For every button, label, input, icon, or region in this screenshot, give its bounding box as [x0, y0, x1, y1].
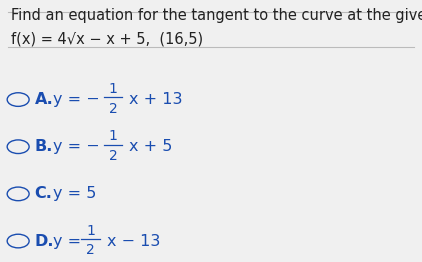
- Text: C.: C.: [35, 186, 52, 201]
- Text: x + 5: x + 5: [129, 139, 173, 154]
- Text: D.: D.: [35, 233, 54, 249]
- Text: 1: 1: [86, 223, 95, 238]
- Text: 2: 2: [87, 243, 95, 257]
- Text: 2: 2: [109, 102, 117, 116]
- Text: 1: 1: [108, 82, 118, 96]
- Text: f(x) = 4√x − x + 5,  (16,5): f(x) = 4√x − x + 5, (16,5): [11, 31, 203, 46]
- Text: 2: 2: [109, 149, 117, 163]
- Text: x + 13: x + 13: [129, 92, 183, 107]
- Text: B.: B.: [35, 139, 53, 154]
- Text: y = −: y = −: [53, 139, 99, 154]
- Text: y =: y =: [53, 233, 86, 249]
- Text: y = 5: y = 5: [53, 186, 96, 201]
- Text: 1: 1: [108, 129, 118, 143]
- Text: Find an equation for the tangent to the curve at the given point.: Find an equation for the tangent to the …: [11, 8, 422, 23]
- Text: y = −: y = −: [53, 92, 99, 107]
- Text: x − 13: x − 13: [107, 233, 160, 249]
- Text: A.: A.: [35, 92, 53, 107]
